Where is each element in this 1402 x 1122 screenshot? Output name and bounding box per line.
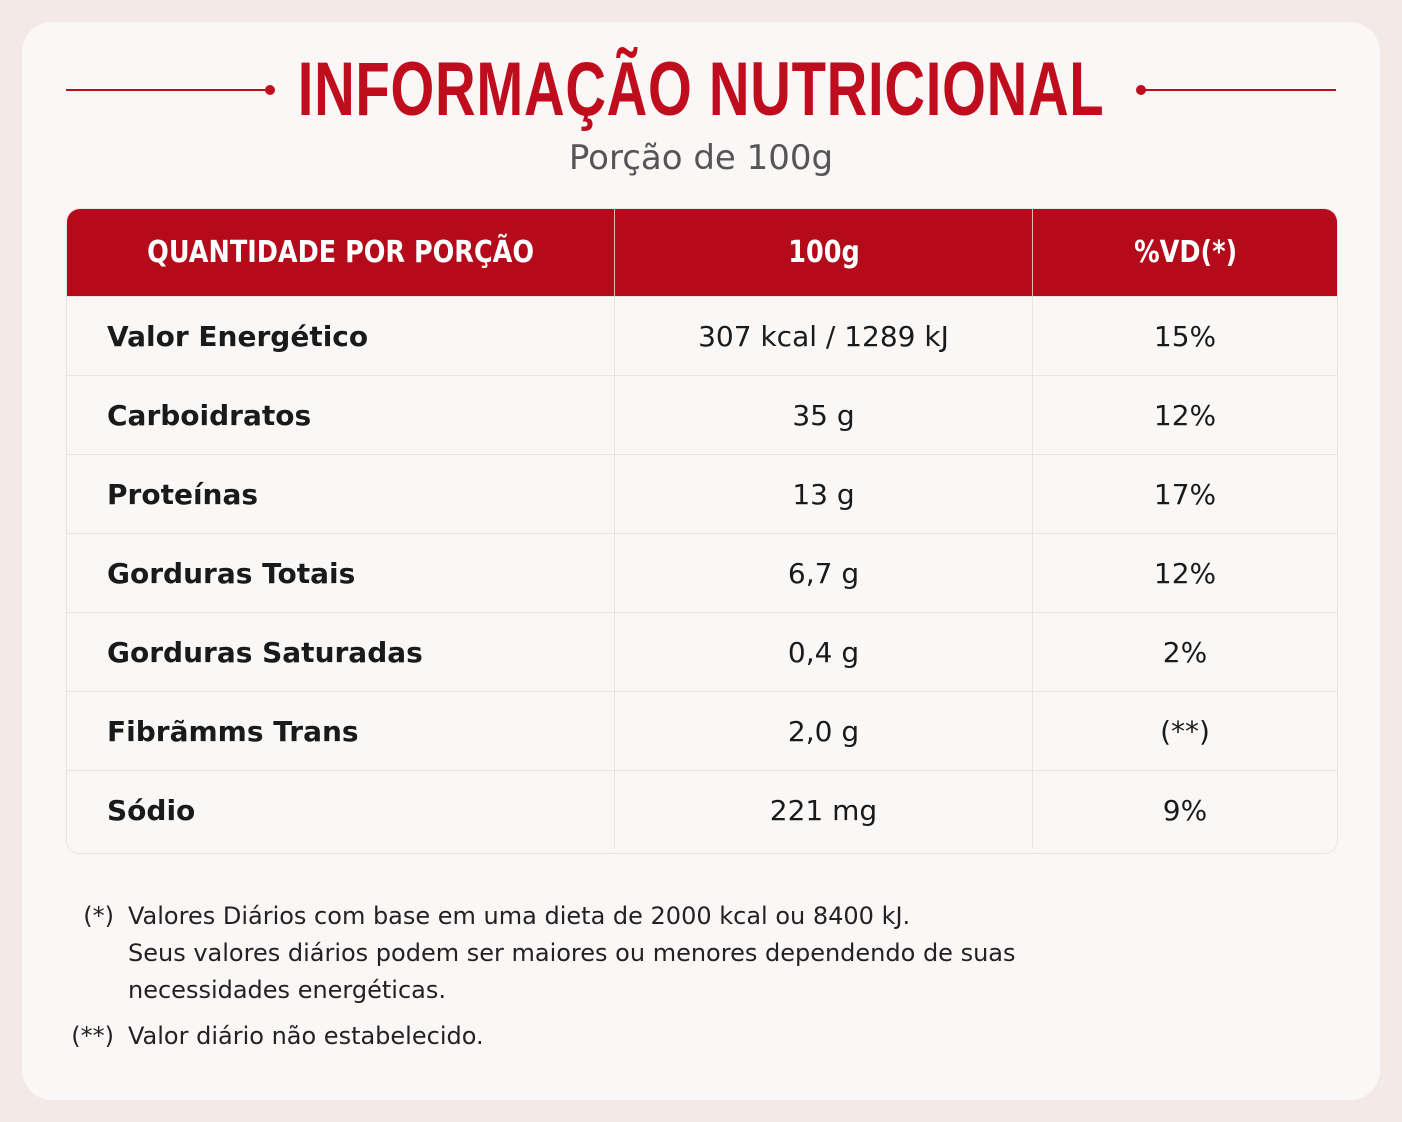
daily-value: 12% [1032,533,1337,612]
nutrient-name: Proteínas [67,454,614,533]
amount: 2,0 g [614,691,1032,770]
header-text: 100g [788,235,860,270]
title: INFORMAÇÃO NUTRICIONAL [297,47,1105,132]
header-cell: 100g [614,209,1033,296]
subtitle: Porção de 100g [568,138,834,178]
header-cell: %VD(*) [1032,209,1337,296]
header-text: %VD(*) [1133,235,1238,270]
header-text: QUANTIDADE POR PORÇÃO [147,235,534,270]
daily-value: (**) [1032,691,1337,770]
footnote-marker: (**) [71,1022,114,1050]
nutrient-name: Carboidratos [67,375,614,454]
title-row: INFORMAÇÃO NUTRICIONAL [0,48,1402,132]
footnote-text: Seus valores diários podem ser maiores o… [128,939,1016,967]
daily-value: 17% [1032,454,1337,533]
amount: 0,4 g [614,612,1032,691]
daily-value: 12% [1032,375,1337,454]
nutrient-name: Fibrãmms Trans [67,691,614,770]
nutrition-table: QUANTIDADE POR PORÇÃO 100g %VD(*) Valor Ene… [66,208,1338,854]
title-rule [66,89,270,91]
amount: 13 g [614,454,1032,533]
title-rule [1140,89,1336,91]
footnote-text: necessidades energéticas. [128,976,446,1004]
title-dot [265,85,275,95]
nutrient-name: Sódio [67,770,614,849]
amount: 35 g [614,375,1032,454]
amount: 6,7 g [614,533,1032,612]
daily-value: 2% [1032,612,1337,691]
amount: 307 kcal / 1289 kJ [614,296,1032,375]
title-box: INFORMAÇÃO NUTRICIONAL [0,48,1402,152]
footnote-text: Valor diário não estabelecido. [128,1022,484,1050]
footnote-text: Valores Diários com base em uma dieta de… [128,902,911,930]
footnote-marker: (*) [83,902,114,930]
nutrient-name: Gorduras Saturadas [67,612,614,691]
daily-value: 9% [1032,770,1337,849]
nutrient-name: Valor Energético [67,296,614,375]
amount: 221 mg [614,770,1032,849]
header-cell: QUANTIDADE POR PORÇÃO [67,209,614,296]
nutrient-name: Gorduras Totais [67,533,614,612]
daily-value: 15% [1032,296,1337,375]
